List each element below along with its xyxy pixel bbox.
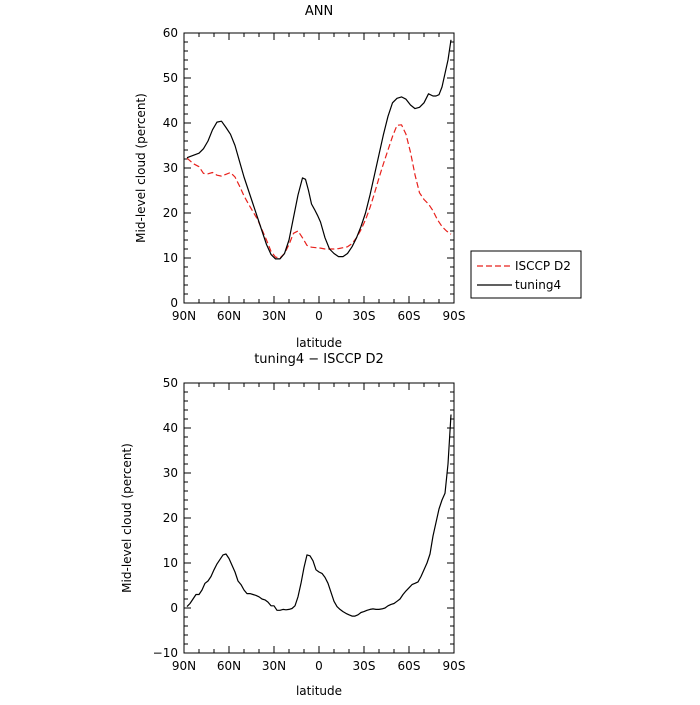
top-y-tick-label: 60 bbox=[163, 26, 178, 40]
top-series-line-isccp-d2 bbox=[186, 124, 452, 259]
bottom-x-tick-label: 0 bbox=[315, 659, 323, 673]
top-x-tick-label: 30N bbox=[262, 309, 286, 323]
top-x-tick-label: 30S bbox=[353, 309, 376, 323]
bottom-series-group bbox=[186, 414, 452, 617]
bottom-x-tick-label: 60N bbox=[217, 659, 241, 673]
top-x-tick-labels: 90N 60N 30N 0 30S 60S 90S bbox=[172, 309, 466, 323]
bottom-y-tick-label: 40 bbox=[163, 421, 178, 435]
top-x-tick-label: 90S bbox=[443, 309, 466, 323]
top-y-axis-label: Mid-level cloud (percent) bbox=[134, 93, 148, 243]
top-y-tick-labels: 0 10 20 30 40 50 60 bbox=[163, 26, 178, 310]
bottom-x-tick-label: 30N bbox=[262, 659, 286, 673]
bottom-x-tick-label: 30S bbox=[353, 659, 376, 673]
top-axis-ticks bbox=[183, 32, 455, 304]
bottom-x-tick-label: 90N bbox=[172, 659, 196, 673]
bottom-panel: tuning4 − ISCCP D2 90N 60N 30N 0 30S 60S 90S −… bbox=[120, 352, 465, 698]
top-y-tick-label: 10 bbox=[163, 251, 178, 265]
top-y-tick-label: 50 bbox=[163, 71, 178, 85]
legend-label-isccp: ISCCP D2 bbox=[515, 259, 571, 273]
top-y-tick-label: 40 bbox=[163, 116, 178, 130]
bottom-x-tick-labels: 90N 60N 30N 0 30S 60S 90S bbox=[172, 659, 466, 673]
top-y-tick-label: 30 bbox=[163, 161, 178, 175]
bottom-axis-ticks bbox=[183, 382, 455, 654]
bottom-plot-frame bbox=[183, 382, 455, 654]
top-y-tick-label: 20 bbox=[163, 206, 178, 220]
top-x-tick-label: 0 bbox=[315, 309, 323, 323]
bottom-x-tick-label: 60S bbox=[398, 659, 421, 673]
bottom-y-tick-label: 30 bbox=[163, 466, 178, 480]
top-x-tick-label: 60N bbox=[217, 309, 241, 323]
bottom-y-tick-label: 20 bbox=[163, 511, 178, 525]
bottom-x-tick-label: 90S bbox=[443, 659, 466, 673]
top-chart-title: ANN bbox=[305, 4, 333, 19]
top-panel: ANN 90N 60N 30N 0 30S 60S 90S 0 10 20 30 40 50 60 la… bbox=[134, 4, 465, 350]
bottom-chart-title: tuning4 − ISCCP D2 bbox=[254, 352, 384, 367]
bottom-x-axis-label: latitude bbox=[296, 684, 342, 698]
top-x-tick-label: 60S bbox=[398, 309, 421, 323]
top-x-tick-label: 90N bbox=[172, 309, 196, 323]
bottom-y-tick-label: −10 bbox=[153, 646, 178, 660]
bottom-y-tick-labels: −10 0 10 20 30 40 50 bbox=[153, 376, 178, 660]
top-y-tick-label: 0 bbox=[170, 296, 178, 310]
top-series-group bbox=[186, 39, 452, 260]
bottom-y-axis-label: Mid-level cloud (percent) bbox=[120, 443, 134, 593]
top-series-line-tuning4 bbox=[186, 39, 452, 260]
bottom-series-line-series-0 bbox=[186, 414, 452, 617]
bottom-y-tick-label: 0 bbox=[170, 601, 178, 615]
legend: ISCCP D2 tuning4 bbox=[470, 250, 582, 299]
legend-label-tuning4: tuning4 bbox=[515, 278, 561, 292]
top-x-axis-label: latitude bbox=[296, 336, 342, 350]
bottom-y-tick-label: 10 bbox=[163, 556, 178, 570]
bottom-y-tick-label: 50 bbox=[163, 376, 178, 390]
legend-box bbox=[470, 250, 582, 299]
